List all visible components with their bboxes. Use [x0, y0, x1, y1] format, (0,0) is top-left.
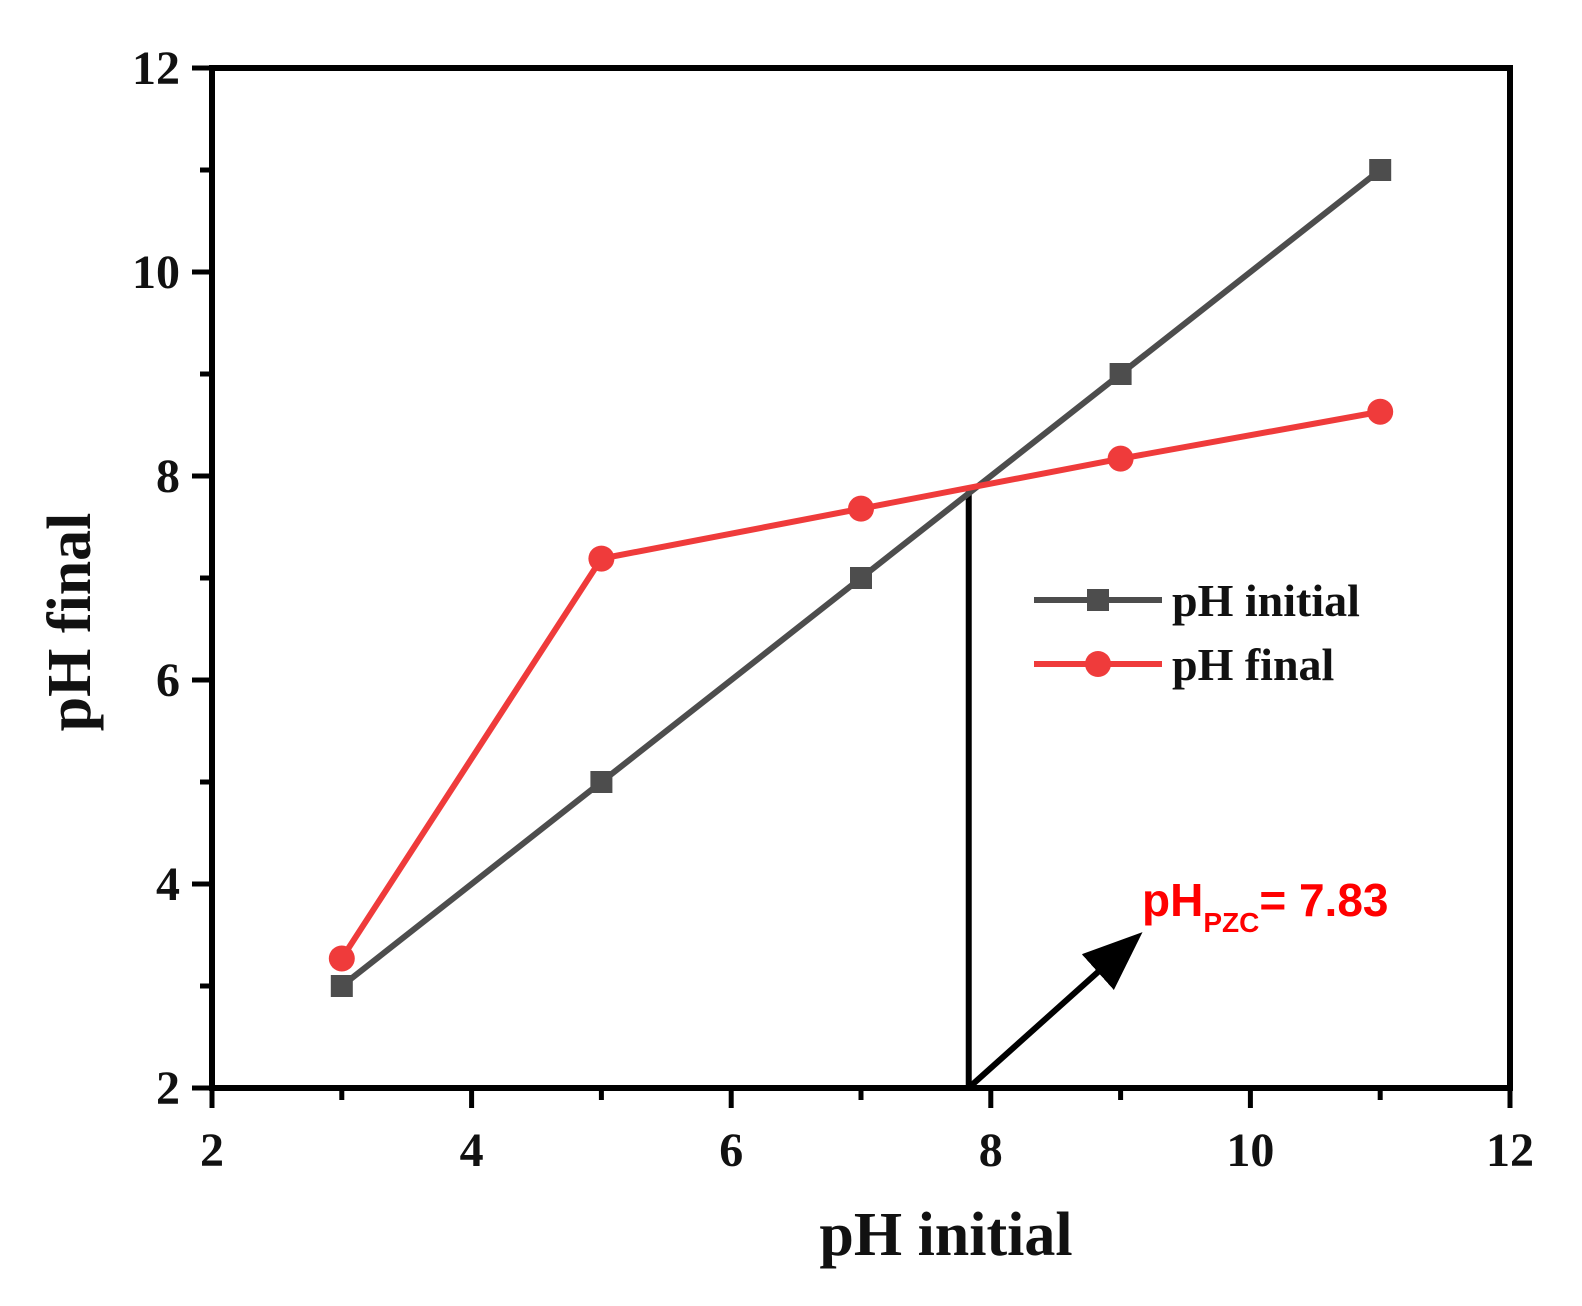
legend: pH initial pH final — [1034, 575, 1360, 690]
data-point-pH-initial — [1109, 363, 1132, 385]
pzc-annotation-value: = 7.83 — [1259, 874, 1388, 926]
pzc-annotation-subscript: PZC — [1203, 907, 1259, 938]
legend-marker-pH-final — [1085, 651, 1111, 677]
y-tick-label: 12 — [132, 42, 180, 95]
x-tick-label: 6 — [719, 1124, 743, 1177]
x-tick-label: 12 — [1486, 1124, 1534, 1177]
x-tick-label: 8 — [979, 1124, 1003, 1177]
legend-label-pH-initial: pH initial — [1172, 575, 1360, 626]
pzc-annotation-prefix: pH — [1142, 874, 1203, 926]
data-point-pH-initial — [590, 771, 613, 793]
legend-label-pH-final: pH final — [1172, 639, 1334, 690]
x-axis-title: pH initial — [819, 1201, 1072, 1269]
y-tick-label: 2 — [156, 1062, 180, 1115]
data-point-pH-initial — [1369, 159, 1392, 181]
y-tick-label: 4 — [156, 858, 180, 911]
y-axis-title: pH final — [36, 513, 104, 732]
data-point-pH-final — [328, 945, 355, 972]
x-tick-label: 2 — [200, 1124, 224, 1177]
data-point-pH-final — [848, 495, 874, 522]
pzc-annotation: pHPZC= 7.83 — [1142, 874, 1389, 938]
legend-marker-pH-initial — [1087, 589, 1109, 611]
data-point-pH-initial — [330, 975, 353, 997]
annotation-arrow — [968, 932, 1143, 1089]
data-point-pH-final — [1107, 445, 1134, 472]
y-tick-label: 6 — [156, 654, 180, 707]
data-point-pH-final — [588, 545, 615, 572]
y-tick-label: 10 — [132, 246, 180, 299]
x-tick-label: 10 — [1226, 1124, 1274, 1177]
y-tick-label: 8 — [156, 450, 180, 503]
data-point-pH-initial — [850, 567, 872, 589]
data-point-pH-final — [1367, 398, 1394, 425]
x-tick-label: 4 — [460, 1124, 484, 1177]
